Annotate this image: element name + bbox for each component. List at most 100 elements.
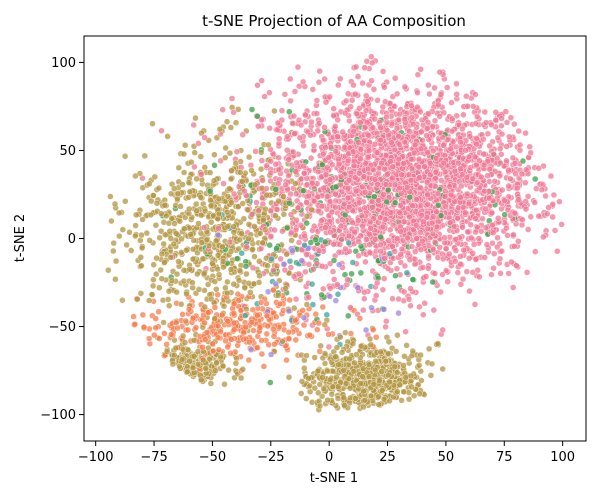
scatter-point — [146, 237, 153, 244]
scatter-point — [381, 84, 388, 91]
scatter-point — [167, 190, 175, 198]
scatter-point — [311, 197, 318, 205]
scatter-point — [171, 220, 178, 227]
scatter-point — [281, 266, 289, 274]
scatter-point — [420, 218, 427, 226]
scatter-point — [319, 374, 326, 381]
scatter-point — [263, 191, 270, 199]
scatter-point — [511, 243, 518, 250]
scatter-point — [401, 262, 409, 270]
scatter-point — [143, 229, 151, 237]
scatter-point — [458, 182, 465, 190]
scatter-point — [392, 348, 400, 355]
scatter-point — [498, 247, 505, 255]
scatter-point — [460, 111, 467, 118]
scatter-point — [198, 376, 205, 383]
scatter-point — [205, 309, 212, 316]
scatter-point — [299, 307, 306, 314]
scatter-point — [158, 250, 166, 258]
scatter-point — [480, 135, 487, 143]
scatter-point — [349, 340, 357, 347]
scatter-point — [157, 227, 165, 235]
scatter-point — [167, 235, 175, 242]
scatter-point — [273, 206, 281, 213]
scatter-point — [391, 363, 398, 370]
scatter-point — [137, 290, 145, 297]
scatter-point — [352, 90, 359, 98]
scatter-point — [243, 270, 250, 278]
scatter-point — [488, 271, 495, 278]
scatter-point — [421, 163, 428, 170]
scatter-point — [355, 238, 362, 246]
scatter-point — [409, 347, 416, 355]
scatter-point — [490, 151, 497, 158]
scatter-point — [434, 340, 442, 347]
scatter-point — [310, 266, 317, 273]
scatter-point — [273, 262, 281, 270]
scatter-point — [158, 127, 165, 135]
scatter-point — [486, 178, 493, 185]
scatter-point — [123, 241, 130, 249]
scatter-point — [476, 273, 483, 281]
scatter-point — [245, 153, 253, 161]
scatter-point — [389, 163, 396, 170]
scatter-point — [321, 360, 329, 367]
scatter-point — [322, 98, 330, 106]
scatter-point — [224, 223, 232, 230]
scatter-point — [240, 215, 248, 223]
scatter-point — [357, 343, 365, 350]
scatter-point — [329, 383, 337, 390]
scatter-point — [209, 340, 216, 347]
scatter-point — [173, 288, 180, 296]
scatter-point — [417, 145, 425, 153]
scatter-point — [165, 220, 173, 227]
scatter-point — [258, 77, 265, 84]
scatter-point — [525, 226, 532, 233]
scatter-point — [170, 185, 178, 192]
scatter-point — [365, 373, 373, 380]
scatter-point — [407, 302, 414, 309]
scatter-point — [193, 175, 200, 183]
scatter-point — [333, 373, 340, 381]
scatter-point — [338, 349, 346, 356]
scatter-point — [467, 221, 474, 228]
scatter-point — [227, 124, 235, 131]
scatter-point — [183, 247, 190, 254]
x-tick-label: −25 — [257, 450, 284, 465]
scatter-point — [427, 160, 434, 167]
scatter-point — [256, 272, 263, 279]
scatter-point — [360, 387, 367, 395]
scatter-point — [484, 172, 491, 180]
scatter-point — [361, 64, 368, 71]
scatter-point — [457, 165, 464, 172]
scatter-point — [110, 247, 117, 255]
scatter-point — [220, 303, 228, 310]
scatter-point — [367, 392, 375, 400]
scatter-point — [420, 311, 427, 318]
scatter-point — [222, 144, 229, 152]
scatter-point — [239, 178, 246, 185]
scatter-point — [256, 258, 263, 265]
scatter-point — [523, 269, 531, 276]
scatter-point — [112, 257, 120, 265]
scatter-point — [262, 205, 269, 213]
scatter-point — [308, 254, 316, 261]
scatter-point — [397, 251, 404, 258]
scatter-point — [452, 258, 459, 265]
scatter-point — [131, 321, 139, 328]
scatter-point — [214, 322, 222, 330]
scatter-point — [462, 209, 469, 216]
scatter-point — [453, 91, 460, 98]
scatter-point — [378, 368, 385, 375]
scatter-point — [515, 238, 522, 245]
scatter-point — [201, 303, 209, 311]
scatter-point — [105, 267, 112, 274]
scatter-point — [446, 183, 453, 190]
scatter-point — [303, 181, 311, 188]
scatter-point — [228, 95, 236, 102]
scatter-point — [489, 221, 496, 229]
scatter-point — [365, 165, 372, 173]
scatter-point — [333, 344, 341, 351]
scatter-point — [239, 200, 246, 207]
scatter-point — [215, 210, 223, 218]
